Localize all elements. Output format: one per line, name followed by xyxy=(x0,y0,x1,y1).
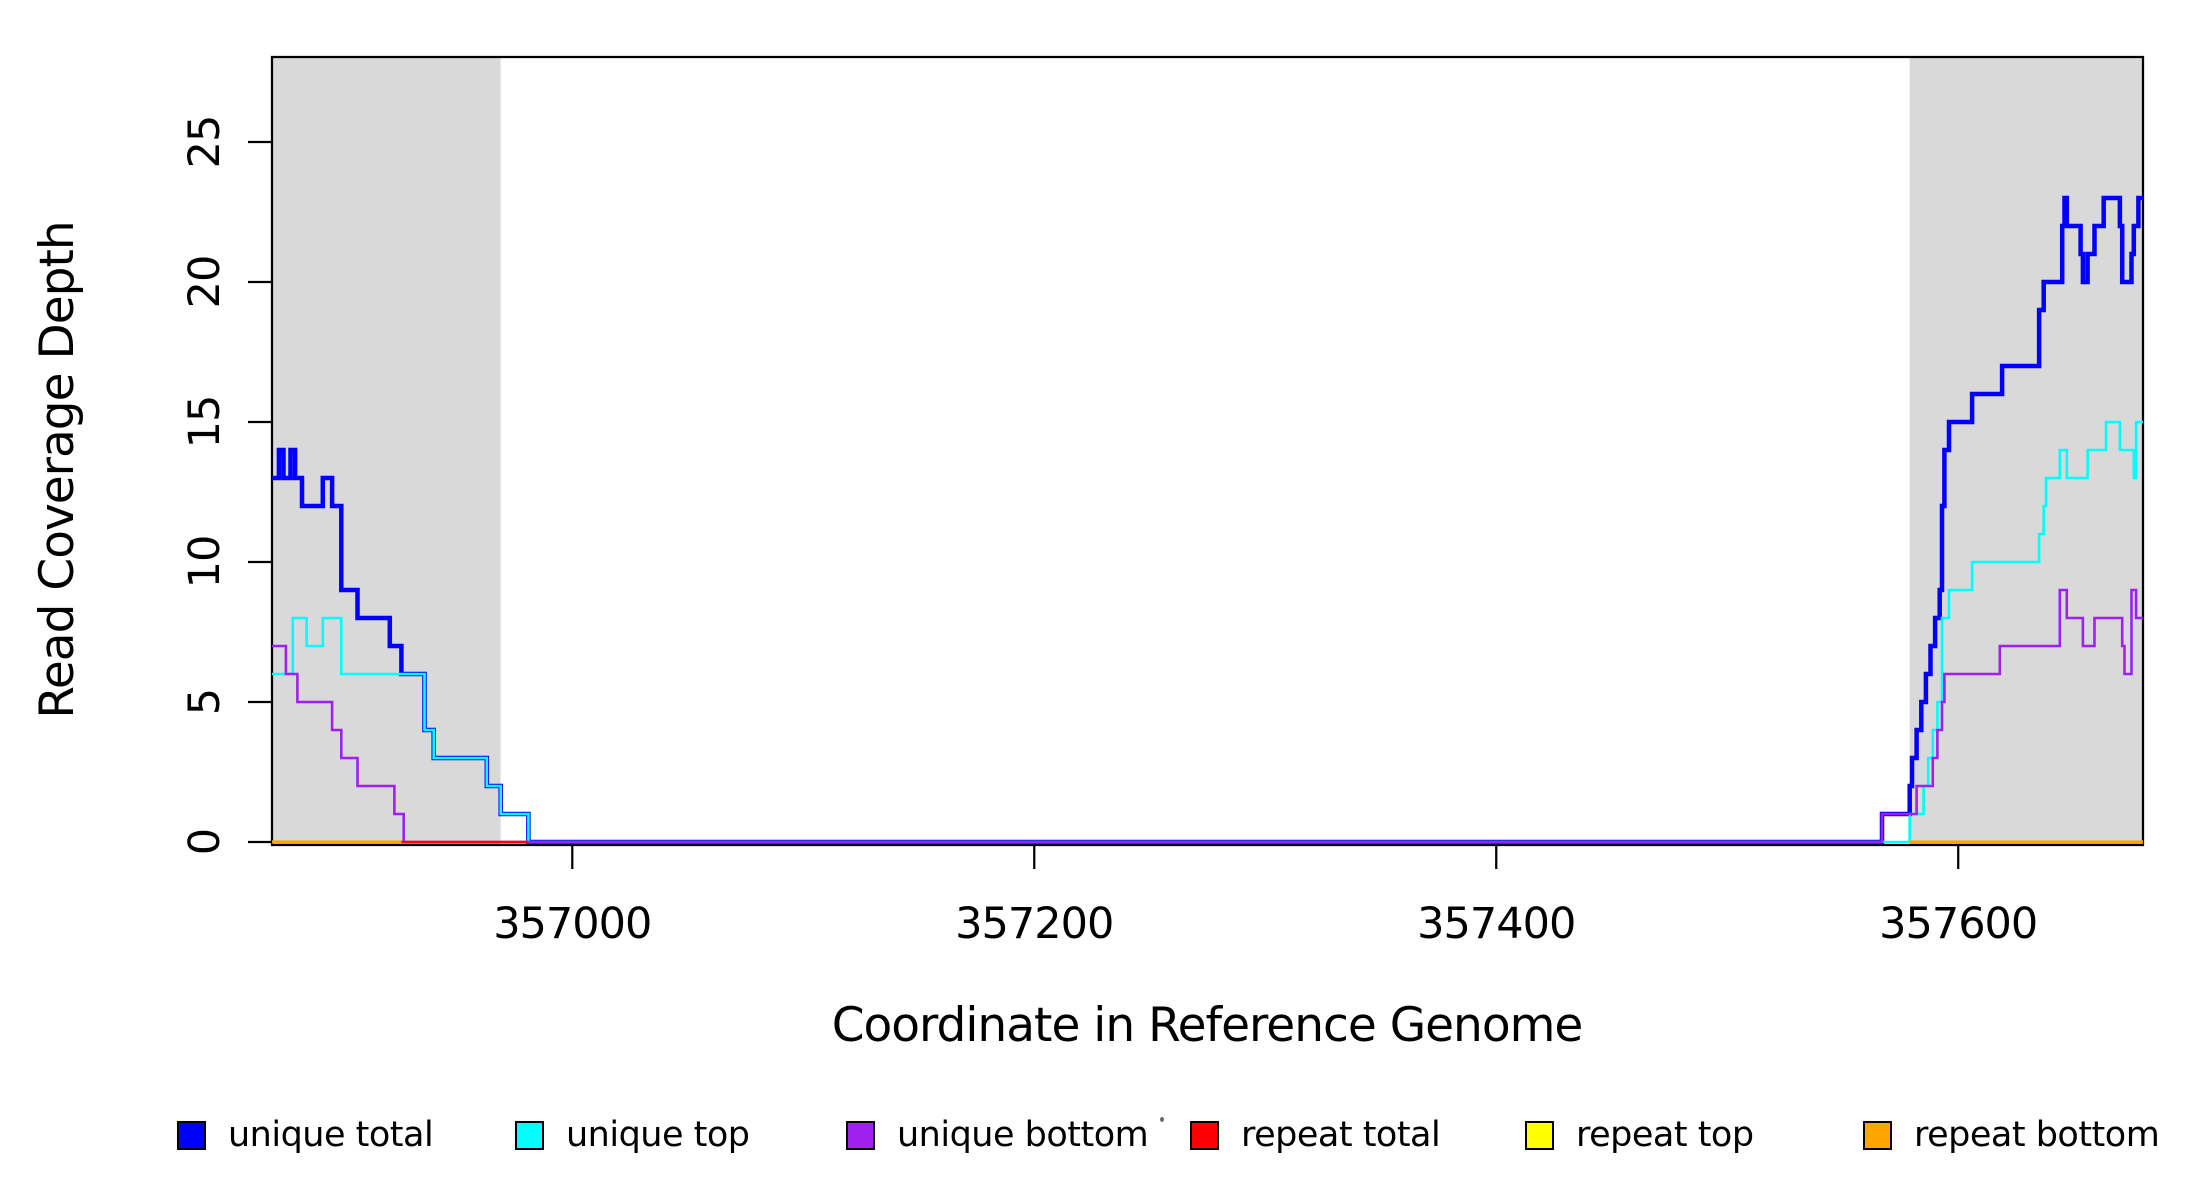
plot-box xyxy=(270,55,2145,847)
x-axis-title: Coordinate in Reference Genome xyxy=(831,998,1584,1053)
y-tick-label: 10 xyxy=(180,536,230,589)
x-tick-label: 357000 xyxy=(493,899,651,949)
x-tick-label: 357400 xyxy=(1417,899,1575,949)
legend-item-unique-total: unique total xyxy=(177,1115,434,1155)
x-tick-label: 357600 xyxy=(1879,899,2037,949)
y-axis-ticks: 0 5 10 15 20 25 xyxy=(180,116,272,855)
repeat-bottom-swatch-icon xyxy=(1863,1120,1892,1150)
series-unique-top xyxy=(272,420,2143,844)
legend-item-repeat-bottom: repeat bottom xyxy=(1863,1115,2160,1155)
stray-dot-artifact xyxy=(1160,1117,1164,1122)
legend-item-unique-bottom: unique bottom xyxy=(846,1115,1149,1155)
y-tick-label: 25 xyxy=(180,116,230,169)
legend-label: repeat bottom xyxy=(1914,1115,2160,1155)
legend-label: unique top xyxy=(566,1115,750,1155)
y-axis-title: Read Coverage Depth xyxy=(30,221,85,719)
repeat-total-swatch-icon xyxy=(1190,1120,1219,1150)
unique-top-swatch-icon xyxy=(515,1120,544,1150)
y-tick-label: 15 xyxy=(180,396,230,449)
repeat-region-bands xyxy=(272,57,2143,845)
series-unique-total xyxy=(272,195,2143,845)
legend-item-repeat-total: repeat total xyxy=(1190,1115,1441,1155)
legend-label: repeat top xyxy=(1576,1115,1754,1155)
repeat-top-swatch-icon xyxy=(1525,1120,1554,1150)
x-tick-label: 357200 xyxy=(955,899,1113,949)
unique-bottom-swatch-icon xyxy=(846,1120,875,1150)
legend-label: repeat total xyxy=(1241,1115,1441,1155)
series-unique-bottom xyxy=(272,588,2143,844)
x-axis-ticks: 357000 357200 357400 357600 xyxy=(493,845,2038,949)
y-tick-label: 5 xyxy=(180,689,230,715)
legend-item-repeat-top: repeat top xyxy=(1525,1115,1754,1155)
legend-item-unique-top: unique top xyxy=(515,1115,750,1155)
repeat-region-band xyxy=(272,57,501,845)
y-tick-label: 0 xyxy=(180,829,230,855)
unique-total-swatch-icon xyxy=(177,1120,206,1150)
legend-label: unique bottom xyxy=(897,1115,1149,1155)
series-lines xyxy=(272,195,2143,845)
legend-label: unique total xyxy=(228,1115,434,1155)
y-tick-label: 20 xyxy=(180,256,230,309)
